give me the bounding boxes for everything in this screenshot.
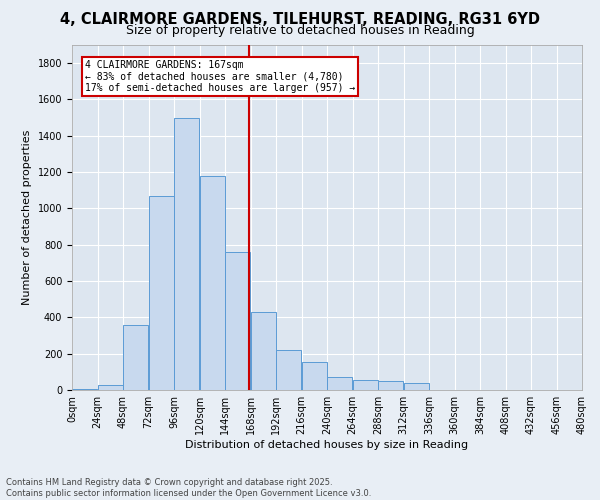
Text: Contains HM Land Registry data © Crown copyright and database right 2025.
Contai: Contains HM Land Registry data © Crown c… [6, 478, 371, 498]
Bar [302, 362, 327, 390]
Text: 4, CLAIRMORE GARDENS, TILEHURST, READING, RG31 6YD: 4, CLAIRMORE GARDENS, TILEHURST, READING… [60, 12, 540, 28]
Bar [123, 324, 148, 390]
Bar [404, 382, 429, 390]
Bar [200, 176, 225, 390]
Bar [149, 196, 174, 390]
Text: 4 CLAIRMORE GARDENS: 167sqm
← 83% of detached houses are smaller (4,780)
17% of : 4 CLAIRMORE GARDENS: 167sqm ← 83% of det… [85, 60, 355, 92]
Bar [276, 350, 301, 390]
Bar [174, 118, 199, 390]
Bar [98, 384, 123, 390]
X-axis label: Distribution of detached houses by size in Reading: Distribution of detached houses by size … [185, 440, 469, 450]
Bar [353, 380, 378, 390]
Bar [72, 389, 97, 390]
Bar [251, 312, 276, 390]
Bar [327, 378, 352, 390]
Text: Size of property relative to detached houses in Reading: Size of property relative to detached ho… [125, 24, 475, 37]
Bar [378, 381, 403, 390]
Bar [225, 252, 250, 390]
Y-axis label: Number of detached properties: Number of detached properties [22, 130, 32, 305]
